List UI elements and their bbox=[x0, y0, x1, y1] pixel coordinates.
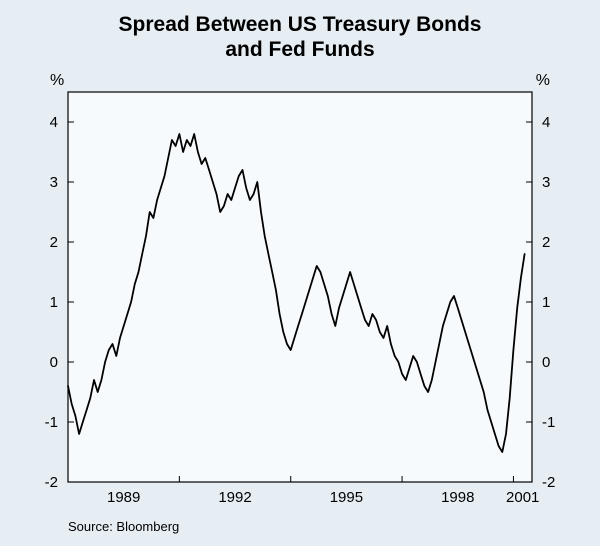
title-line-1: Spread Between US Treasury Bonds bbox=[119, 13, 482, 36]
svg-text:1992: 1992 bbox=[218, 489, 251, 506]
svg-text:-2: -2 bbox=[45, 474, 58, 491]
svg-text:1998: 1998 bbox=[441, 489, 474, 506]
svg-text:1: 1 bbox=[542, 294, 550, 311]
chart-title: Spread Between US Treasury Bonds and Fed… bbox=[0, 0, 600, 62]
y-unit-left: % bbox=[50, 72, 64, 90]
svg-text:0: 0 bbox=[542, 354, 550, 371]
svg-text:2: 2 bbox=[542, 234, 550, 251]
svg-text:4: 4 bbox=[50, 114, 58, 131]
svg-text:0: 0 bbox=[50, 354, 58, 371]
svg-text:1989: 1989 bbox=[107, 489, 140, 506]
svg-text:3: 3 bbox=[50, 174, 58, 191]
svg-text:2: 2 bbox=[50, 234, 58, 251]
source-text: Source: Bloomberg bbox=[68, 519, 179, 534]
chart-container: Spread Between US Treasury Bonds and Fed… bbox=[0, 0, 600, 546]
svg-text:4: 4 bbox=[542, 114, 550, 131]
svg-text:-2: -2 bbox=[542, 474, 555, 491]
plot-area: -2-101234 -2-101234 19891992199519982001 bbox=[68, 92, 532, 482]
svg-text:3: 3 bbox=[542, 174, 550, 191]
svg-text:-1: -1 bbox=[542, 414, 555, 431]
svg-text:1: 1 bbox=[50, 294, 58, 311]
y-unit-right: % bbox=[536, 72, 550, 90]
svg-text:2001: 2001 bbox=[506, 489, 539, 506]
svg-text:1995: 1995 bbox=[330, 489, 363, 506]
plot-background bbox=[68, 92, 532, 482]
title-line-2: and Fed Funds bbox=[225, 38, 374, 61]
svg-text:-1: -1 bbox=[45, 414, 58, 431]
